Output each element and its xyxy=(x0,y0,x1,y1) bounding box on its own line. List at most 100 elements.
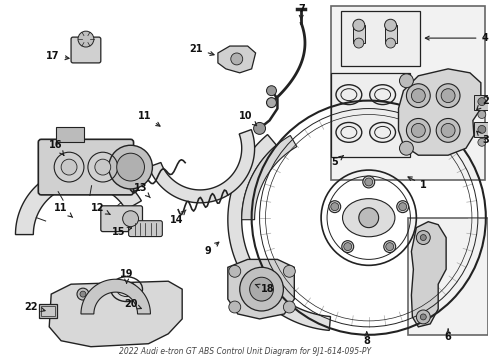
Text: 11: 11 xyxy=(138,111,160,126)
Bar xyxy=(341,11,420,66)
Text: 11: 11 xyxy=(54,203,73,217)
Circle shape xyxy=(441,123,455,137)
Circle shape xyxy=(416,231,430,244)
FancyBboxPatch shape xyxy=(128,221,162,237)
Circle shape xyxy=(283,301,295,313)
Bar xyxy=(385,25,396,43)
Text: 19: 19 xyxy=(120,269,133,283)
Circle shape xyxy=(359,208,379,228)
Text: 2: 2 xyxy=(477,96,489,110)
Text: 15: 15 xyxy=(112,226,131,237)
Circle shape xyxy=(329,201,341,213)
Circle shape xyxy=(397,201,409,213)
Text: 5: 5 xyxy=(332,156,343,167)
Circle shape xyxy=(436,118,460,142)
Polygon shape xyxy=(149,130,255,203)
Circle shape xyxy=(406,118,430,142)
Circle shape xyxy=(229,301,241,313)
Circle shape xyxy=(78,31,94,47)
Circle shape xyxy=(117,153,145,181)
Circle shape xyxy=(441,89,455,103)
Circle shape xyxy=(384,240,396,253)
Circle shape xyxy=(478,98,486,105)
Text: 7: 7 xyxy=(298,4,305,20)
Circle shape xyxy=(229,265,241,277)
Text: 20: 20 xyxy=(124,299,141,309)
Bar xyxy=(41,306,55,316)
Polygon shape xyxy=(398,69,481,155)
Circle shape xyxy=(240,267,283,311)
Circle shape xyxy=(283,265,295,277)
Circle shape xyxy=(386,243,393,251)
Circle shape xyxy=(267,98,276,108)
Polygon shape xyxy=(242,135,297,220)
Text: 6: 6 xyxy=(445,329,451,342)
Circle shape xyxy=(436,84,460,108)
Text: 2022 Audi e-tron GT ABS Control Unit Diagram for 9J1-614-095-PY: 2022 Audi e-tron GT ABS Control Unit Dia… xyxy=(119,347,371,356)
Circle shape xyxy=(478,111,486,118)
Text: 13: 13 xyxy=(134,183,150,198)
Circle shape xyxy=(80,291,86,297)
Circle shape xyxy=(354,38,364,48)
Circle shape xyxy=(231,53,243,65)
Text: 4: 4 xyxy=(425,33,488,43)
FancyBboxPatch shape xyxy=(38,139,134,195)
Circle shape xyxy=(399,74,414,88)
Circle shape xyxy=(399,203,407,211)
Text: 17: 17 xyxy=(47,51,69,61)
Circle shape xyxy=(109,145,152,189)
Circle shape xyxy=(254,122,266,134)
Bar xyxy=(474,122,490,137)
Text: 3: 3 xyxy=(477,131,489,145)
Bar xyxy=(331,6,485,180)
Polygon shape xyxy=(228,135,330,330)
Circle shape xyxy=(353,19,365,31)
Polygon shape xyxy=(228,260,294,319)
Circle shape xyxy=(420,235,426,240)
Circle shape xyxy=(250,277,273,301)
Circle shape xyxy=(399,141,414,155)
Text: 10: 10 xyxy=(239,111,257,126)
Text: 18: 18 xyxy=(255,284,274,294)
Polygon shape xyxy=(16,167,142,235)
Circle shape xyxy=(344,243,352,251)
Circle shape xyxy=(412,89,425,103)
Circle shape xyxy=(122,211,139,227)
FancyBboxPatch shape xyxy=(71,37,101,63)
Circle shape xyxy=(478,125,486,133)
Bar xyxy=(409,218,488,335)
Circle shape xyxy=(365,178,373,186)
Text: 22: 22 xyxy=(24,302,45,312)
Text: 8: 8 xyxy=(363,332,370,346)
Polygon shape xyxy=(49,281,182,347)
FancyBboxPatch shape xyxy=(101,206,143,231)
Text: 21: 21 xyxy=(189,44,214,55)
Circle shape xyxy=(61,159,77,175)
Polygon shape xyxy=(81,279,150,314)
Circle shape xyxy=(420,314,426,320)
Bar xyxy=(474,95,490,109)
Polygon shape xyxy=(218,46,256,73)
Text: 9: 9 xyxy=(205,242,219,256)
Circle shape xyxy=(363,176,375,188)
Text: 1: 1 xyxy=(408,177,427,190)
Text: 16: 16 xyxy=(49,140,64,156)
Circle shape xyxy=(77,288,89,300)
Bar xyxy=(56,127,84,142)
Bar xyxy=(39,304,57,318)
Circle shape xyxy=(342,240,354,253)
Polygon shape xyxy=(412,222,446,327)
Circle shape xyxy=(386,38,395,48)
Circle shape xyxy=(267,86,276,96)
Circle shape xyxy=(406,84,430,108)
Circle shape xyxy=(331,203,339,211)
Text: 14: 14 xyxy=(170,210,186,225)
Bar xyxy=(331,73,411,157)
Circle shape xyxy=(385,19,396,31)
Circle shape xyxy=(478,138,486,146)
Ellipse shape xyxy=(343,199,395,237)
Text: 12: 12 xyxy=(91,203,110,214)
Circle shape xyxy=(416,310,430,324)
Circle shape xyxy=(412,123,425,137)
Circle shape xyxy=(95,159,111,175)
